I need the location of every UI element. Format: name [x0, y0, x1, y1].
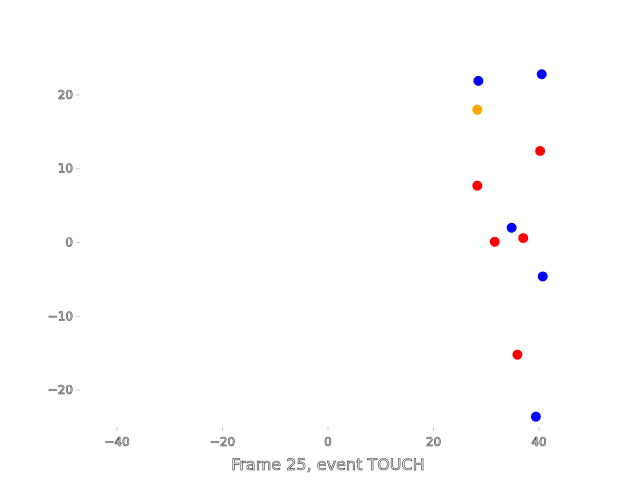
y-tick-label: 10: [58, 162, 73, 176]
y-tick-label: −20: [48, 383, 73, 397]
data-point: [530, 411, 541, 422]
x-axis: −40 −20 0 20 40: [104, 427, 547, 449]
data-point: [489, 236, 500, 247]
data-points: [472, 69, 548, 422]
data-point: [536, 69, 547, 80]
data-point: [537, 271, 548, 282]
y-axis: −20 −10 0 10 20: [47, 88, 80, 397]
y-tick-label: 20: [58, 88, 73, 102]
x-tick-label: 40: [531, 435, 546, 449]
x-tick-label: −20: [210, 435, 235, 449]
data-point: [506, 222, 517, 233]
data-point: [535, 145, 546, 156]
data-point: [473, 75, 484, 86]
x-tick-label: −40: [104, 435, 129, 449]
data-point: [472, 180, 483, 191]
x-axis-label: Frame 25, event TOUCH: [231, 455, 424, 474]
y-tick-label: −10: [48, 309, 73, 323]
data-point: [472, 104, 483, 115]
x-tick-label: 20: [426, 435, 441, 449]
data-point: [512, 349, 523, 360]
data-point: [518, 233, 529, 244]
y-tick-label: 0: [65, 236, 73, 250]
x-tick-label: 0: [324, 435, 332, 449]
